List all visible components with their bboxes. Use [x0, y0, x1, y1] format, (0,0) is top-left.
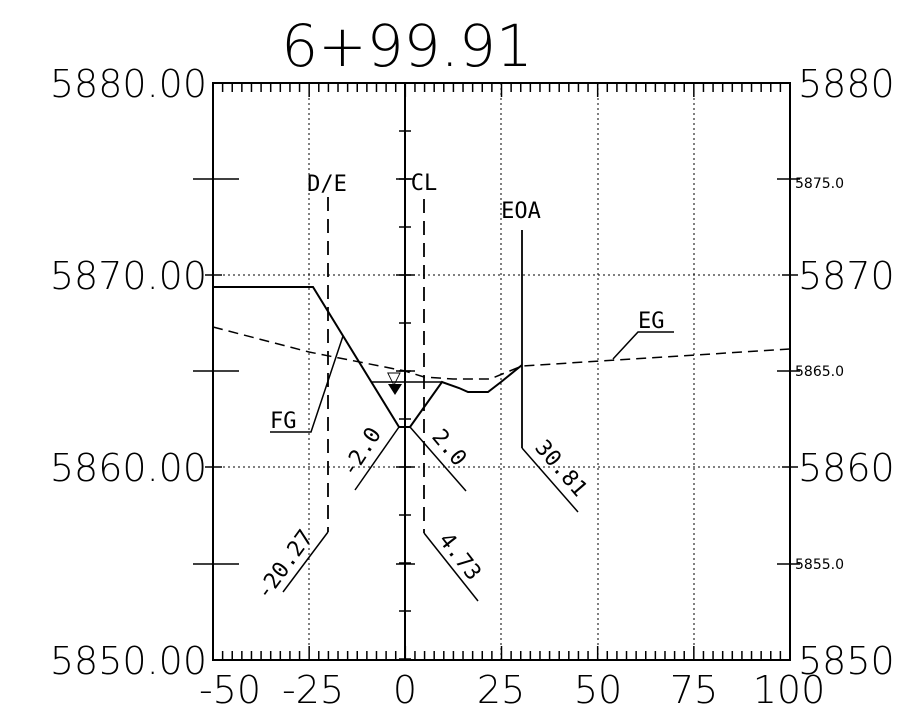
fg-label: FG — [270, 409, 297, 434]
de-label: D/E — [307, 172, 347, 197]
fg-leader-line — [270, 335, 344, 433]
cl-offset-label: 4.73 — [433, 528, 485, 585]
de-offset-leader — [282, 531, 329, 593]
left-elevation-label: 5870.00 — [50, 254, 207, 298]
right-slope-label: 2.0 — [426, 425, 471, 472]
de-offset-label: -20.27 — [252, 526, 319, 605]
left-elevation-label: 5860.00 — [50, 446, 207, 490]
offset-label: 50 — [574, 668, 622, 712]
station-title: 6+99.91 — [281, 12, 533, 80]
right-elevation-label: 5860 — [798, 446, 895, 490]
water-level-marker-icon — [388, 384, 402, 395]
offset-label: 25 — [477, 668, 525, 712]
right-elevation-label: 5850 — [798, 639, 895, 683]
left-slope-leader — [354, 426, 400, 491]
left-elevation-axis: 5880.00 5870.00 5860.00 5850.00 — [50, 62, 207, 683]
right-elevation-axis: 5880 5875.0 5870 5865.0 5860 5855.0 5850 — [795, 62, 895, 683]
left-elevation-label: 5850.00 — [50, 639, 207, 683]
right-elevation-label: 5880 — [798, 62, 895, 106]
offset-label: 0 — [393, 668, 417, 712]
grid — [213, 83, 790, 660]
water-level-icon: ▽ — [387, 368, 401, 389]
right-elevation-label: 5865.0 — [795, 364, 844, 380]
eg-label: EG — [638, 309, 665, 334]
eoa-offset-leader — [521, 447, 579, 513]
offset-label: 75 — [670, 668, 718, 712]
eg-leader-line — [612, 331, 674, 360]
left-slope-label: -2.0 — [337, 423, 387, 481]
offset-label: -25 — [282, 668, 344, 712]
offset-label: -50 — [199, 668, 261, 712]
offset-axis: -50 -25 0 25 50 75 100 — [199, 668, 825, 712]
cl-offset-leader — [423, 532, 479, 602]
eoa-label: EOA — [501, 199, 541, 224]
right-slope-leader — [409, 426, 467, 492]
left-elevation-label: 5880.00 — [50, 62, 207, 106]
right-elevation-label: 5855.0 — [795, 557, 844, 573]
right-elevation-label: 5875.0 — [795, 176, 844, 192]
offset-label: 100 — [753, 668, 826, 712]
right-elevation-label: 5870 — [798, 254, 895, 298]
cl-label: CL — [411, 171, 438, 196]
finished-grade-line — [213, 286, 523, 428]
